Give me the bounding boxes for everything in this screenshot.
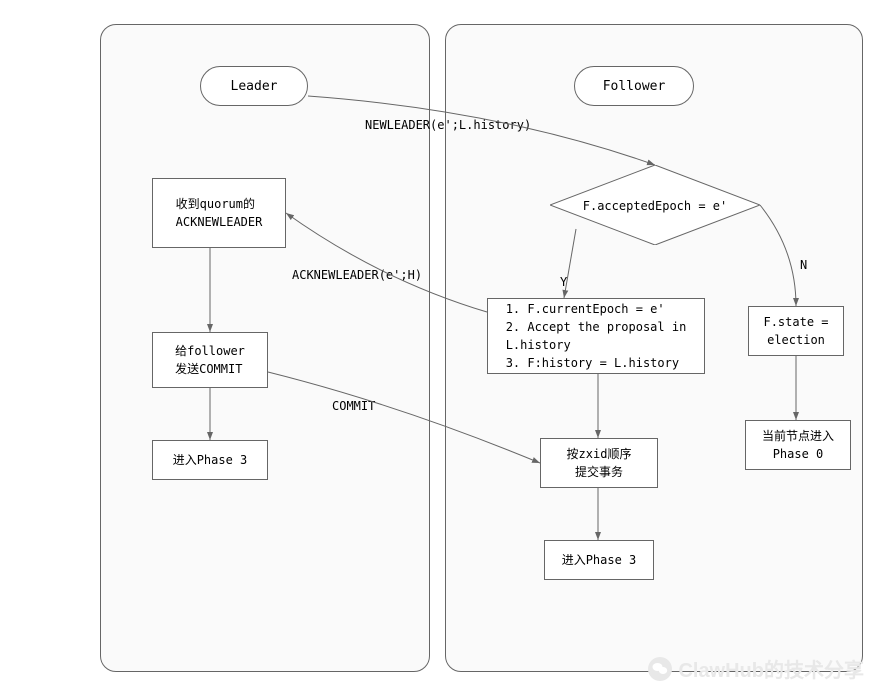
acknew-edge-label: ACKNEWLEADER(e';H) (292, 268, 422, 282)
leader-phase3-box: 进入Phase 3 (152, 440, 268, 480)
ack-recv-label: 收到quorum的 ACKNEWLEADER (176, 195, 263, 231)
follower-terminator: Follower (574, 66, 694, 106)
zxid-box: 按zxid顺序 提交事务 (540, 438, 658, 488)
ack-recv-box: 收到quorum的 ACKNEWLEADER (152, 178, 286, 248)
leader-terminator-label: Leader (231, 79, 278, 94)
watermark: ClawHub的技术分享 (648, 654, 864, 683)
leader-terminator: Leader (200, 66, 308, 106)
follower-terminator-label: Follower (603, 79, 666, 94)
zxid-label: 按zxid顺序 提交事务 (567, 445, 632, 481)
accepted-epoch-diamond: F.acceptedEpoch = e' (550, 165, 760, 245)
y-branch-box: 1. F.currentEpoch = e' 2. Accept the pro… (487, 298, 705, 374)
y-edge-label: Y (560, 275, 567, 289)
y-branch-label: 1. F.currentEpoch = e' 2. Accept the pro… (506, 300, 687, 372)
n-branch-box: F.state = election (748, 306, 844, 356)
leader-phase3-label: 进入Phase 3 (173, 451, 248, 469)
send-commit-box: 给follower 发送COMMIT (152, 332, 268, 388)
n-branch-label: F.state = election (763, 313, 828, 349)
watermark-text: ClawHub的技术分享 (678, 654, 864, 683)
wechat-icon (648, 657, 672, 681)
commit-edge-label: COMMIT (332, 399, 375, 413)
diamond-label: F.acceptedEpoch = e' (583, 199, 728, 213)
phase0-box: 当前节点进入 Phase 0 (745, 420, 851, 470)
phase0-label: 当前节点进入 Phase 0 (762, 427, 834, 463)
n-edge-label: N (800, 258, 807, 272)
follower-phase3-box: 进入Phase 3 (544, 540, 654, 580)
follower-phase3-label: 进入Phase 3 (562, 551, 637, 569)
newleader-edge-label: NEWLEADER(e';L.history) (365, 118, 531, 132)
send-commit-label: 给follower 发送COMMIT (175, 342, 245, 378)
